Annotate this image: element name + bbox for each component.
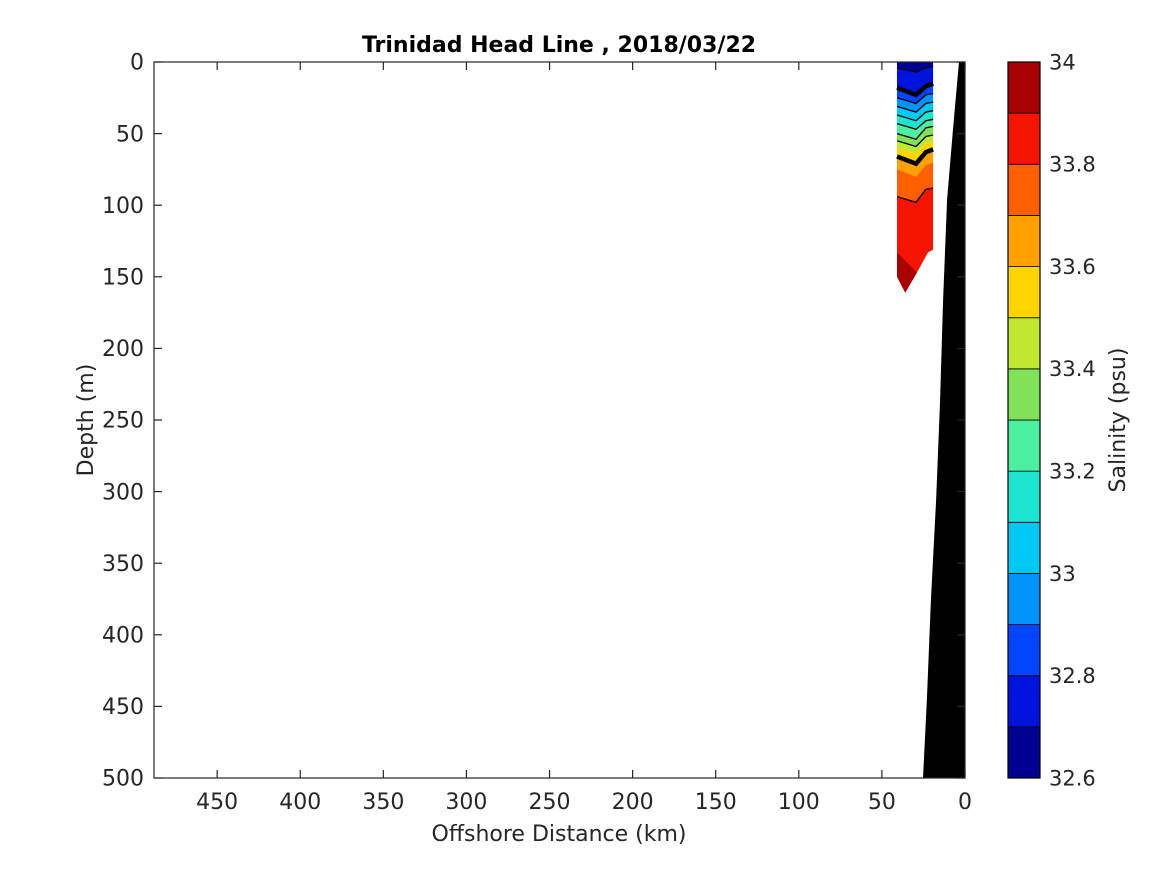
x-tick-label: 450 — [196, 790, 238, 815]
colorbar-band — [1007, 521, 1041, 574]
axes-group — [153, 61, 966, 779]
y-tick-label: 450 — [102, 695, 144, 720]
salinity-band — [897, 93, 934, 113]
x-tick-label: 50 — [868, 790, 896, 815]
axes-box — [153, 61, 966, 779]
colorbar-tick-label: 32.8 — [1049, 664, 1096, 688]
colorbar-band — [1007, 61, 1041, 114]
colorbar-band — [1007, 470, 1041, 523]
colorbar-tick-label: 33.2 — [1049, 459, 1096, 483]
colorbar-label: Salinity (psu) — [1106, 348, 1131, 493]
x-tick-label: 300 — [445, 790, 487, 815]
colorbar-band — [1007, 573, 1041, 625]
x-tick-label: 350 — [362, 790, 404, 815]
y-tick-label: 350 — [102, 552, 144, 577]
colorbar-tick-label: 33.4 — [1049, 357, 1096, 381]
colorbar-band — [1007, 317, 1041, 370]
y-axis-label: Depth (m) — [74, 364, 99, 477]
isohaline-contour — [896, 147, 934, 167]
isohaline-contour — [896, 125, 934, 141]
x-tick-label: 200 — [612, 790, 654, 815]
y-tick-label: 200 — [102, 337, 144, 362]
isohaline-contour — [896, 65, 934, 73]
colorbar-band — [1007, 163, 1041, 216]
isohaline-contour — [896, 187, 934, 204]
x-tick-label: 150 — [695, 790, 737, 815]
y-tick-label: 400 — [102, 624, 144, 649]
isohaline-contour — [896, 110, 934, 122]
salinity-band — [897, 162, 934, 203]
x-tick-label: 400 — [279, 790, 321, 815]
y-tick-label: 150 — [102, 266, 144, 291]
x-tick-label: 250 — [529, 790, 571, 815]
plot-title: Trinidad Head Line , 2018/03/22 — [362, 33, 756, 58]
salinity-bands-group — [897, 62, 934, 293]
bathymetry-wedge — [923, 62, 965, 778]
x-tick-label: 0 — [958, 790, 972, 815]
colorbar-border — [1007, 61, 1041, 779]
isohaline-contours-group — [896, 65, 934, 204]
colorbar-tick-label: 33 — [1049, 562, 1076, 586]
x-tick-label: 100 — [778, 790, 820, 815]
y-tick-label: 250 — [102, 409, 144, 434]
y-tick-label: 300 — [102, 480, 144, 505]
colorbar-band — [1007, 368, 1041, 421]
isohaline-contour — [896, 134, 934, 148]
salinity-band — [897, 135, 934, 154]
colorbar-group: 34 33.8 33.6 33.4 33.2 33 32.8 32.6 — [1007, 50, 1096, 790]
y-tick-label: 100 — [102, 194, 144, 219]
salinity-band — [897, 102, 934, 121]
colorbar-tick-label: 34 — [1049, 50, 1076, 74]
colorbar-band — [1007, 419, 1041, 472]
colorbar-tick-label: 32.6 — [1049, 766, 1096, 790]
salinity-band — [897, 126, 934, 147]
tick-labels-group: 450 400 350 300 250 200 150 100 50 00501001502002… — [102, 51, 972, 815]
salinity-band-deepest — [897, 252, 917, 293]
salinity-band — [897, 110, 934, 130]
isohaline-contour — [896, 101, 934, 113]
y-tick-label: 0 — [130, 51, 144, 76]
colorbar-tick-label: 33.6 — [1049, 255, 1096, 279]
isohaline-contour — [896, 118, 934, 131]
colorbar-band — [1007, 726, 1041, 779]
colorbar-band — [1007, 624, 1041, 677]
bathymetry-group — [923, 62, 965, 778]
y-tick-label: 500 — [102, 767, 144, 792]
colorbar-band — [1007, 112, 1041, 165]
colorbar-band — [1007, 215, 1041, 267]
isohaline-contour — [896, 81, 934, 98]
colorbar-tick-label: 33.8 — [1049, 153, 1096, 177]
y-tick-label: 50 — [116, 122, 144, 147]
x-axis-label: Offshore Distance (km) — [432, 822, 687, 847]
isohaline-contour — [896, 92, 934, 105]
colorbar-band — [1007, 266, 1041, 319]
colorbar-band — [1007, 675, 1041, 728]
